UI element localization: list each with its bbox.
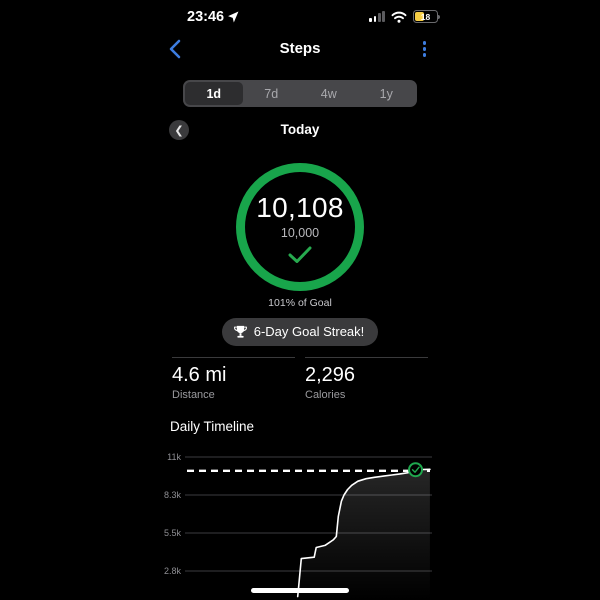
date-label: Today	[280, 122, 320, 137]
wifi-icon	[391, 11, 407, 23]
range-option-1y[interactable]: 1y	[379, 86, 393, 101]
goal-reached-marker-icon	[408, 462, 424, 478]
goal-ring: 10,108 10,000	[236, 163, 364, 291]
page-title: Steps	[279, 40, 321, 57]
svg-text:5.5k: 5.5k	[164, 528, 182, 538]
battery-fill	[415, 12, 424, 21]
stat-calories-value: 2,296	[305, 364, 356, 386]
home-indicator[interactable]	[251, 588, 349, 593]
stat-distance-label: Distance	[172, 389, 215, 401]
daily-timeline-chart[interactable]: 11k 8.3k 5.5k 2.8k	[150, 452, 450, 600]
back-button[interactable]	[164, 37, 188, 61]
svg-text:8.3k: 8.3k	[164, 490, 182, 500]
section-title: Daily Timeline	[170, 419, 255, 434]
svg-text:11k: 11k	[167, 452, 181, 462]
stat-calories-label: Calories	[305, 389, 346, 401]
battery-icon: 18	[413, 10, 440, 23]
chevron-left-icon: ❮	[174, 124, 184, 137]
range-option-1d[interactable]: 1d	[185, 82, 243, 105]
phone-screen: 23:46 18 Steps	[150, 0, 450, 600]
streak-badge-label: 6-Day Goal Streak!	[253, 324, 365, 339]
range-option-7d[interactable]: 7d	[264, 86, 279, 101]
streak-badge[interactable]: 6-Day Goal Streak!	[221, 318, 379, 346]
range-selector: 1d 7d 4w 1y	[183, 80, 417, 107]
steps-area-fill	[297, 469, 430, 600]
steps-value: 10,108	[256, 191, 344, 223]
cellular-signal-icon	[369, 11, 385, 22]
overflow-menu-button[interactable]	[421, 39, 429, 59]
svg-text:2.8k: 2.8k	[164, 566, 182, 576]
trophy-icon	[233, 325, 247, 338]
steps-goal: 10,000	[280, 225, 320, 240]
location-arrow-icon	[228, 11, 239, 23]
clock-time: 23:46	[187, 9, 225, 25]
battery-nub	[438, 14, 440, 19]
battery-percent: 18	[420, 11, 431, 22]
goal-checkmark-icon	[288, 246, 312, 263]
status-bar-left: 23:46	[187, 9, 239, 25]
previous-day-button[interactable]: ❮	[169, 120, 189, 140]
status-bar-right: 18	[369, 10, 440, 23]
timeline-chart-svg: 11k 8.3k 5.5k 2.8k	[164, 452, 432, 600]
stat-distance: 4.6 mi Distance	[172, 357, 295, 401]
percent-of-goal: 101% of Goal	[268, 297, 332, 309]
stat-distance-value: 4.6 mi	[172, 364, 227, 386]
stat-calories: 2,296 Calories	[305, 357, 428, 401]
range-option-4w[interactable]: 4w	[320, 86, 337, 101]
streak-badge-row: 6-Day Goal Streak!	[150, 318, 450, 346]
